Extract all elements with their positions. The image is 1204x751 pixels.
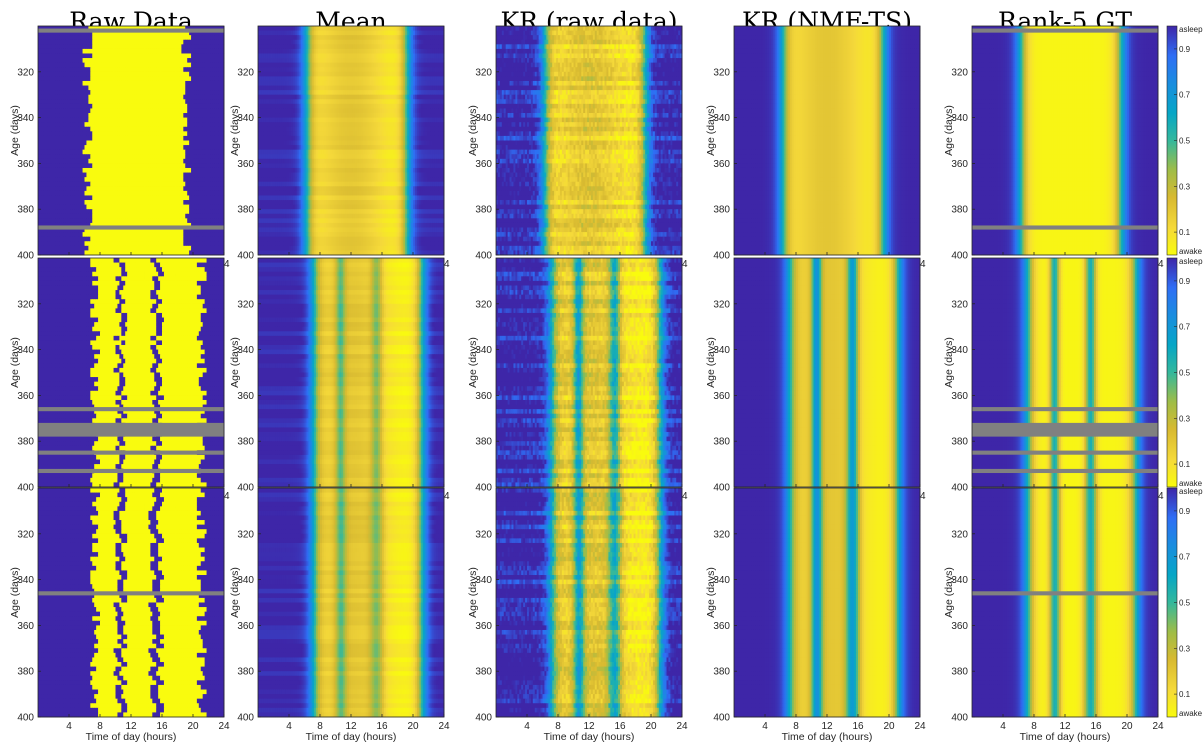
heatmap-cells: [38, 26, 224, 255]
